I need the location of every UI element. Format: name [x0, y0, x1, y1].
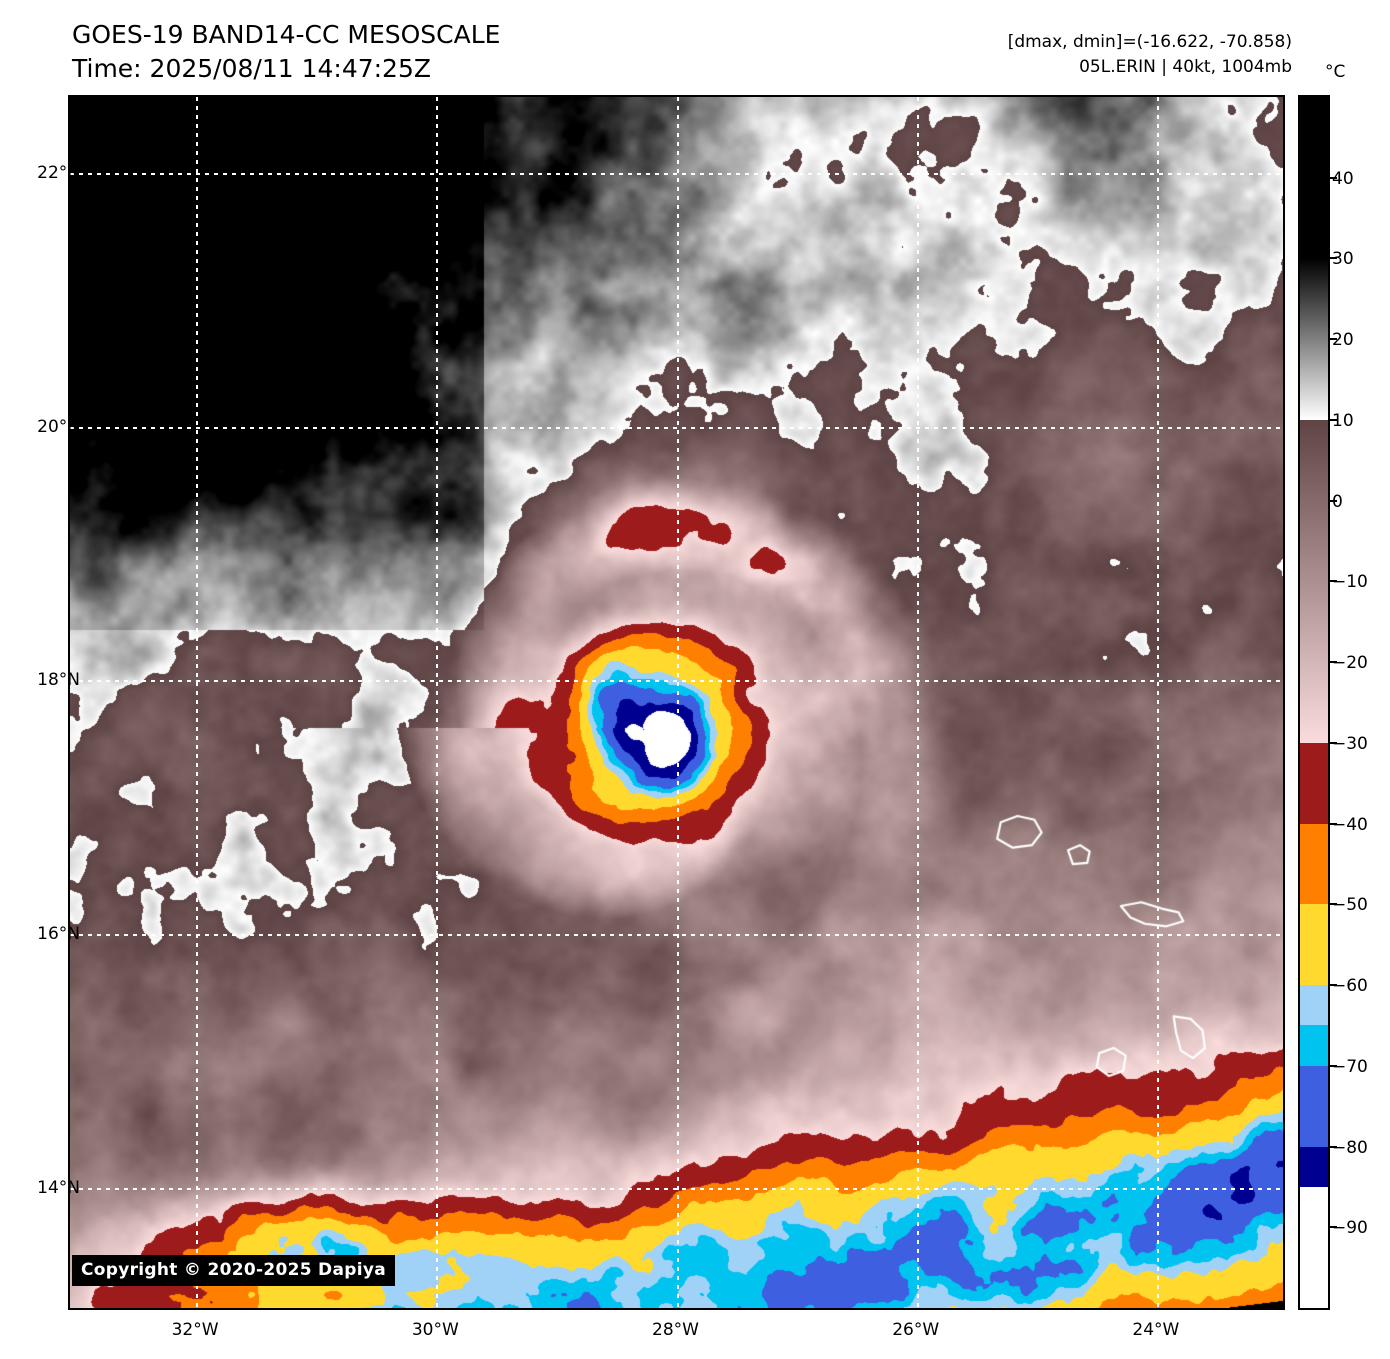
colorbar-tick-mark [1330, 257, 1337, 260]
colorbar-tick-mark [1330, 661, 1337, 664]
satellite-raster [70, 97, 1283, 1308]
y-axis-tick-label: 22°N [37, 163, 80, 184]
colorbar-tick-mark [1330, 984, 1337, 987]
colorbar-band-orange [1300, 823, 1328, 905]
colorbar-tick-label: −40 [1332, 814, 1368, 835]
colorbar-tick-mark [1330, 418, 1337, 421]
colorbar-tick-mark [1330, 338, 1337, 341]
colorbar-tick-mark [1330, 1145, 1337, 1148]
header-meta-block: [dmax, dmin]=(-16.622, -70.858) 05L.ERIN… [1008, 30, 1292, 80]
colorbar-tick-label: −20 [1332, 653, 1368, 674]
x-axis-tick-label: 32°W [171, 1320, 219, 1340]
x-axis-tick-label: 26°W [892, 1320, 940, 1340]
colorbar-gradient-brown-pink [1300, 419, 1328, 743]
x-axis-tick-label: 28°W [652, 1320, 699, 1340]
header-title-block: GOES-19 BAND14-CC MESOSCALE Time: 2025/0… [72, 18, 500, 86]
colorbar-band-cyan [1300, 1025, 1328, 1066]
colorbar-band-light-blue [1300, 985, 1328, 1026]
timestamp-label: Time: 2025/08/11 14:47:25Z [72, 54, 431, 83]
x-axis-tick-label: 24°W [1132, 1320, 1180, 1340]
colorbar-band-blue [1300, 1065, 1328, 1147]
colorbar-tick-label: −80 [1332, 1137, 1368, 1158]
colorbar-tick-label: 0 [1332, 491, 1343, 512]
copyright-badge: Copyright © 2020-2025 Dapiya [72, 1255, 395, 1286]
y-axis-tick-label: 18°N [37, 670, 80, 691]
colorbar-tick-mark [1330, 1064, 1337, 1067]
y-axis-tick-label: 14°N [37, 1177, 80, 1198]
y-axis-tick-label: 16°N [37, 923, 80, 944]
colorbar-tick-mark [1330, 1226, 1337, 1229]
colorbar-tick-label: −60 [1332, 976, 1368, 997]
colorbar-tick-label: 10 [1332, 410, 1354, 431]
colorbar-tick-mark [1330, 741, 1337, 744]
colorbar[interactable] [1298, 95, 1330, 1310]
colorbar-tick-mark [1330, 580, 1337, 583]
data-minmax-label: [dmax, dmin]=(-16.622, -70.858) [1007, 32, 1292, 52]
colorbar-tick-label: 40 [1332, 168, 1354, 189]
y-axis-tick-label: 20°N [37, 416, 80, 437]
colorbar-tick-mark [1330, 903, 1337, 906]
colorbar-band-dark-red [1300, 742, 1328, 824]
colorbar-tick-label: −50 [1332, 895, 1368, 916]
colorbar-tick-label: 30 [1332, 249, 1354, 270]
colorbar-tick-label: −10 [1332, 572, 1368, 593]
satellite-image-plot[interactable]: Copyright © 2020-2025 Dapiya [68, 95, 1285, 1310]
colorbar-gradient-grayscale [1300, 258, 1328, 420]
colorbar-band-white [1300, 1186, 1328, 1308]
colorbar-unit-label: °C [1325, 62, 1346, 82]
x-axis-tick-label: 30°W [411, 1320, 459, 1340]
colorbar-tick-label: 20 [1332, 330, 1354, 351]
colorbar-band-navy [1300, 1146, 1328, 1187]
colorbar-band-yellow [1300, 904, 1328, 986]
page-title: GOES-19 BAND14-CC MESOSCALE [72, 20, 501, 49]
colorbar-tick-label: −30 [1332, 733, 1368, 754]
colorbar-tick-label: −90 [1332, 1218, 1368, 1239]
storm-info-label: 05L.ERIN | 40kt, 1004mb [1079, 57, 1292, 77]
colorbar-tick-mark [1330, 499, 1337, 502]
colorbar-tick-mark [1330, 822, 1337, 825]
colorbar-band-black [1300, 97, 1328, 259]
colorbar-tick-label: −70 [1332, 1056, 1368, 1077]
colorbar-tick-mark [1330, 176, 1337, 179]
